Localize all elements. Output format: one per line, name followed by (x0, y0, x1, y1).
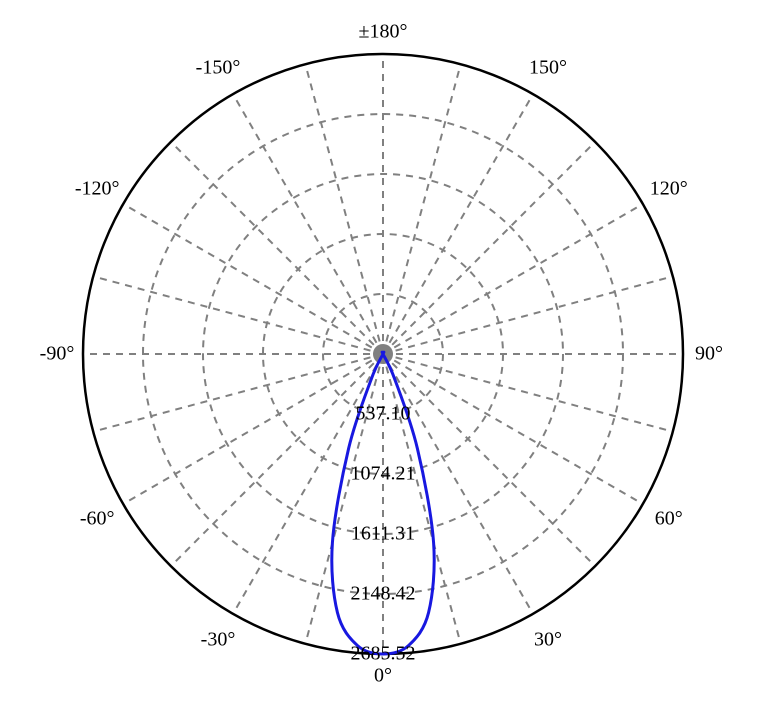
angle-label: 150° (529, 57, 567, 80)
angle-label: 0° (374, 665, 392, 688)
radial-label: 537.10 (356, 403, 411, 426)
angle-label: ±180° (359, 21, 408, 44)
angle-label: -150° (196, 57, 241, 80)
angle-label: -90° (40, 343, 75, 366)
angle-label: -120° (75, 178, 120, 201)
angle-label: 60° (655, 508, 683, 531)
radial-label: 2148.42 (351, 583, 416, 606)
polar-chart: ±180° 150° 120° 90° 60° 30° 0° -30° -60° -90° -120… (0, 0, 767, 709)
radial-label: 1611.31 (351, 523, 415, 546)
angle-label: -60° (80, 508, 115, 531)
radial-label: 2685.52 (351, 643, 416, 666)
angle-label: 90° (695, 343, 723, 366)
angle-label: -30° (201, 628, 236, 651)
angle-label: 30° (534, 628, 562, 651)
angle-label: 120° (650, 178, 688, 201)
radial-label: 1074.21 (351, 463, 416, 486)
